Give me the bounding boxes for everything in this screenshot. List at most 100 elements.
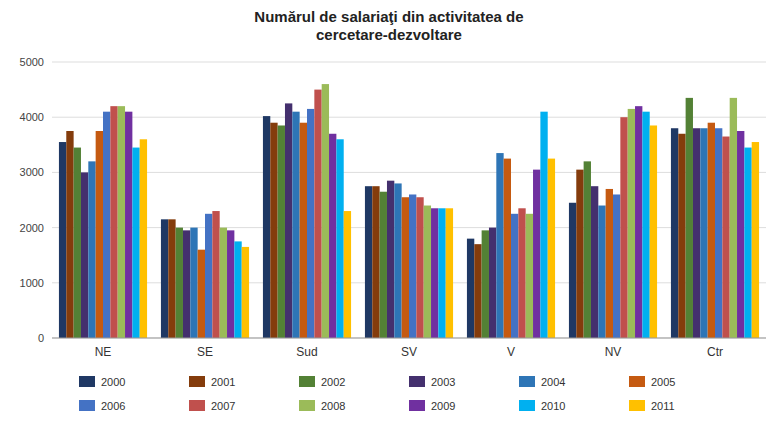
bar [234, 241, 241, 338]
bar [715, 128, 722, 338]
legend-swatch [519, 376, 535, 387]
bar [635, 106, 642, 338]
bar [671, 128, 678, 338]
bar [394, 183, 401, 338]
legend-swatch [409, 376, 425, 387]
title-line: Numărul de salariaţi din activitatea de [254, 8, 523, 25]
bar [511, 214, 518, 338]
y-axis: 010002000300040005000 [20, 56, 766, 344]
bar [176, 228, 183, 338]
bar [81, 172, 88, 338]
title-line: cercetare-dezvoltare [316, 26, 462, 43]
bar [220, 228, 227, 338]
bar [409, 194, 416, 338]
y-tick-label: 4000 [20, 111, 44, 123]
bar [438, 208, 445, 338]
grid-line [52, 62, 766, 63]
bar [700, 128, 707, 338]
x-tick-label: V [507, 345, 515, 359]
bar [285, 103, 292, 338]
bar [744, 148, 751, 338]
bar [125, 112, 132, 338]
bar [198, 250, 205, 338]
bar [168, 219, 175, 338]
bar [372, 186, 379, 338]
legend-item: 2009 [409, 400, 455, 412]
bar [118, 106, 125, 338]
bar [431, 208, 438, 338]
bar [474, 244, 481, 338]
series [140, 125, 759, 338]
series [103, 109, 722, 338]
bar [103, 112, 110, 338]
bar [650, 125, 657, 338]
legend-swatch [519, 400, 535, 411]
legend-item: 2006 [79, 400, 125, 412]
series [118, 84, 737, 338]
bar [628, 109, 635, 338]
bar [693, 128, 700, 338]
x-tick-label: NE [95, 345, 112, 359]
legend-label: 2006 [101, 400, 125, 412]
series [132, 112, 751, 338]
bar [489, 228, 496, 338]
x-axis-line [52, 338, 766, 339]
bar [300, 123, 307, 338]
bar [591, 186, 598, 338]
title: Numărul de salariaţi din activitatea dec… [254, 8, 523, 43]
bar [730, 98, 737, 338]
chart: Numărul de salariaţi din activitatea dec… [0, 0, 778, 430]
bar [540, 112, 547, 338]
grid-line [52, 338, 766, 339]
bar [336, 139, 343, 338]
legend-item: 2005 [629, 376, 675, 388]
legend-swatch [409, 400, 425, 411]
bar [66, 131, 73, 338]
bar [526, 214, 533, 338]
x-tick-label: NV [605, 345, 622, 359]
legend-swatch [189, 376, 205, 387]
bar [752, 142, 759, 338]
bar [292, 112, 299, 338]
series [88, 112, 707, 338]
legend-swatch [189, 400, 205, 411]
bar [88, 161, 95, 338]
bar [402, 197, 409, 338]
bar [424, 206, 431, 338]
bar [59, 142, 66, 338]
legend-item: 2001 [189, 376, 235, 388]
bar [190, 228, 197, 338]
bar [307, 109, 314, 338]
bars [59, 84, 759, 338]
bar [132, 148, 139, 338]
bar [329, 134, 336, 338]
legend-item: 2008 [299, 400, 345, 412]
grid-line [52, 172, 766, 173]
legend-item: 2007 [189, 400, 235, 412]
bar [678, 134, 685, 338]
legend-swatch [79, 376, 95, 387]
bar [446, 208, 453, 338]
legend-label: 2001 [211, 376, 235, 388]
legend-item: 2002 [299, 376, 345, 388]
bar [74, 148, 81, 338]
legend-label: 2007 [211, 400, 235, 412]
legend-item: 2003 [409, 376, 455, 388]
bar [737, 131, 744, 338]
legend-label: 2003 [431, 376, 455, 388]
legend-label: 2011 [651, 400, 675, 412]
bar [365, 186, 372, 338]
bar [183, 230, 190, 338]
bar [110, 106, 117, 338]
bar [482, 230, 489, 338]
legend-label: 2010 [541, 400, 565, 412]
legend-item: 2011 [629, 400, 675, 412]
bar [708, 123, 715, 338]
bar [242, 247, 249, 338]
bar [96, 131, 103, 338]
legend-item: 2004 [519, 376, 565, 388]
bar [278, 125, 285, 338]
series [125, 106, 744, 338]
legend-swatch [629, 400, 645, 411]
bar [620, 117, 627, 338]
